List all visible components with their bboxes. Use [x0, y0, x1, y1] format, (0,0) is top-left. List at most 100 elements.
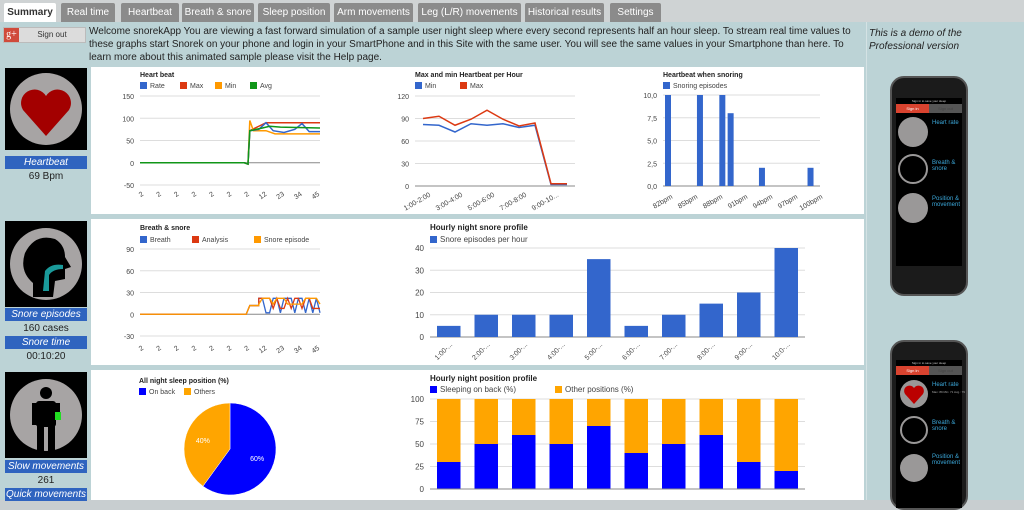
pie-label: 40%	[196, 438, 210, 445]
bar-other	[624, 399, 648, 453]
x-tick-label: 6:00-...	[621, 341, 641, 361]
x-tick-label: 7:00-8:00	[499, 192, 528, 213]
x-tick-label: 45	[311, 345, 321, 355]
tab-settings[interactable]: Settings	[610, 3, 661, 22]
x-tick-label: 10:0-...	[771, 341, 791, 361]
breath-line	[140, 297, 321, 315]
phone-heart-rate: Heart rate	[932, 120, 959, 126]
legend-swatch	[430, 386, 437, 393]
y-tick-label: 0	[420, 485, 425, 494]
heart-icon	[5, 68, 87, 150]
tab-historical-results[interactable]: Historical results	[525, 3, 604, 22]
x-tick-label: 85bpm	[677, 194, 699, 211]
x-tick-label: 23	[276, 191, 286, 201]
bar-on-back	[549, 444, 573, 489]
bar-other	[662, 399, 686, 444]
y-tick-label: 50	[126, 139, 134, 146]
legend-label: Rate	[150, 83, 165, 90]
google-plus-icon: g+	[4, 28, 19, 42]
body-position-icon	[5, 372, 87, 458]
x-tick-label: 9:00-10...	[531, 192, 560, 213]
x-tick-label: 45	[311, 191, 321, 201]
x-tick-label: 82bpm	[652, 194, 674, 211]
legend-swatch	[250, 82, 257, 89]
phone2-breath: Breath & snore	[932, 420, 956, 432]
tab-bar: Summary Real time Heartbeat Breath & snore S…	[0, 0, 1024, 23]
legend-label: Others	[194, 389, 216, 396]
heartbeat-label: Heartbeat	[5, 156, 87, 169]
pie-label: 60%	[250, 456, 264, 463]
y-tick-label: 60	[126, 269, 134, 276]
x-tick-label: 2	[226, 191, 233, 199]
y-tick-label: 60	[401, 139, 409, 146]
bar	[696, 95, 703, 186]
bar	[719, 95, 726, 186]
x-tick-label: 3:00-4:00	[435, 192, 464, 213]
legend-swatch	[140, 236, 147, 243]
bar-other	[474, 399, 498, 444]
phone-signout-button: Sign out	[929, 104, 962, 113]
legend-swatch	[555, 386, 562, 393]
avg-line	[140, 125, 321, 166]
legend-swatch	[663, 82, 670, 89]
bar	[774, 248, 798, 337]
heartbeat-snoring-chart: Heartbeat when snoring Snoring episodes 10…	[643, 72, 825, 213]
legend-label: Max	[470, 83, 484, 90]
chart-title: Breath & snore	[140, 225, 190, 232]
x-tick-label: 2	[156, 345, 163, 353]
x-tick-label: 2	[226, 345, 233, 353]
x-tick-label: 2:00-...	[471, 341, 491, 361]
legend-swatch	[415, 82, 422, 89]
x-tick-label: 100bpm	[799, 194, 825, 213]
bar-other	[774, 399, 798, 471]
bar-on-back	[699, 435, 723, 489]
legend-label: Analysis	[202, 237, 229, 244]
bar-other	[512, 399, 536, 435]
tab-arm-movements[interactable]: Arm movements	[334, 3, 413, 22]
legend-label: Max	[190, 83, 204, 90]
legend-label: Snore episode	[264, 237, 309, 244]
y-tick-label: 5,0	[647, 139, 657, 146]
tab-real-time[interactable]: Real time	[61, 3, 115, 22]
x-tick-label: 7:00-...	[659, 341, 679, 361]
min-line	[422, 122, 567, 186]
bar-on-back	[474, 444, 498, 489]
x-tick-label: 12	[258, 191, 268, 201]
tab-breath-snore[interactable]: Breath & snore	[182, 3, 254, 22]
phone2-signout-button: Sign out	[929, 366, 962, 375]
snore-profile-chart: Hourly night snore profile Snore episodes…	[415, 223, 805, 362]
legend-label: Sleeping on back (%)	[440, 385, 516, 394]
phone2-signin-prompt: Sign in to save your sleep	[911, 361, 947, 365]
signout-button[interactable]: g+ Sign out	[3, 27, 86, 43]
x-tick-label: 94bpm	[752, 194, 774, 211]
y-tick-label: 30	[401, 162, 409, 169]
bar-on-back	[437, 462, 461, 489]
legend-label: Avg	[260, 83, 272, 90]
bar	[758, 167, 765, 186]
tab-heartbeat[interactable]: Heartbeat	[121, 3, 179, 22]
x-tick-label: 2	[208, 191, 215, 199]
snore-episode-line	[140, 297, 321, 315]
x-tick-label: 23	[276, 345, 286, 355]
y-tick-label: 0,0	[647, 184, 657, 191]
head-snore-icon	[5, 221, 87, 307]
bar	[624, 325, 648, 337]
snore-episodes-value: 160 cases	[23, 323, 69, 334]
chart-title: All night sleep position (%)	[139, 378, 229, 385]
snore-time-value: 00:10:20	[26, 351, 66, 362]
phone-signin-button: Sign in	[896, 104, 929, 113]
y-tick-label: -50	[124, 183, 134, 190]
pie-slice	[183, 402, 231, 487]
heart-beat-chart: Heart beat Rate Max Min Avg 150 100 50 0 -50 2 2 2 2 2…	[122, 72, 321, 201]
y-tick-label: 100	[411, 395, 425, 404]
x-tick-label: 4:00-...	[546, 341, 566, 361]
legend-label: Breath	[150, 237, 171, 244]
tab-summary[interactable]: Summary	[4, 3, 56, 23]
phone-signin-prompt: Sign in to save your sleep	[911, 99, 947, 103]
y-tick-label: 150	[122, 94, 134, 101]
tab-leg-l-r-movements[interactable]: Leg (L/R) movements	[418, 3, 521, 22]
bar	[662, 314, 686, 337]
bar-on-back	[737, 462, 761, 489]
tab-sleep-position[interactable]: Sleep position	[258, 3, 330, 22]
max-min-heartbeat-chart: Max and min Heartbeat per Hour Min Max 120 9…	[397, 72, 575, 213]
